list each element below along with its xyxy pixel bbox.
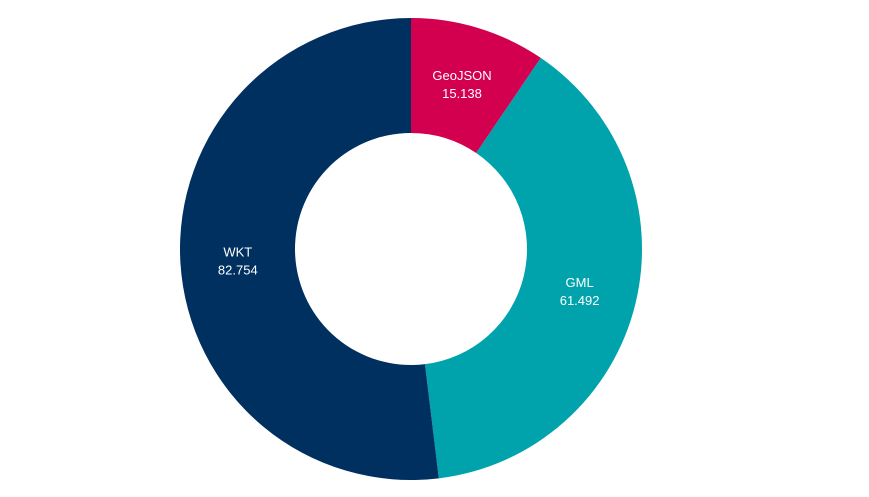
donut-slices — [180, 18, 643, 480]
slice-geojson — [411, 18, 541, 154]
slice-value-wkt: 82.754 — [218, 262, 258, 277]
slice-labels: GeoJSON 15.138 GML 61.492 WKT 82.754 — [218, 68, 600, 308]
slice-value-gml: 61.492 — [560, 293, 600, 308]
slice-wkt — [180, 18, 439, 480]
slice-label-wkt: WKT — [223, 244, 252, 259]
slice-label-geojson: GeoJSON — [432, 68, 491, 83]
slice-gml — [424, 57, 643, 479]
slice-label-gml: GML — [566, 275, 594, 290]
slice-value-geojson: 15.138 — [442, 86, 482, 101]
